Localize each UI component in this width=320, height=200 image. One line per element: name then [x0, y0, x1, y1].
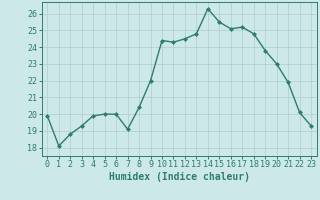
X-axis label: Humidex (Indice chaleur): Humidex (Indice chaleur): [109, 172, 250, 182]
